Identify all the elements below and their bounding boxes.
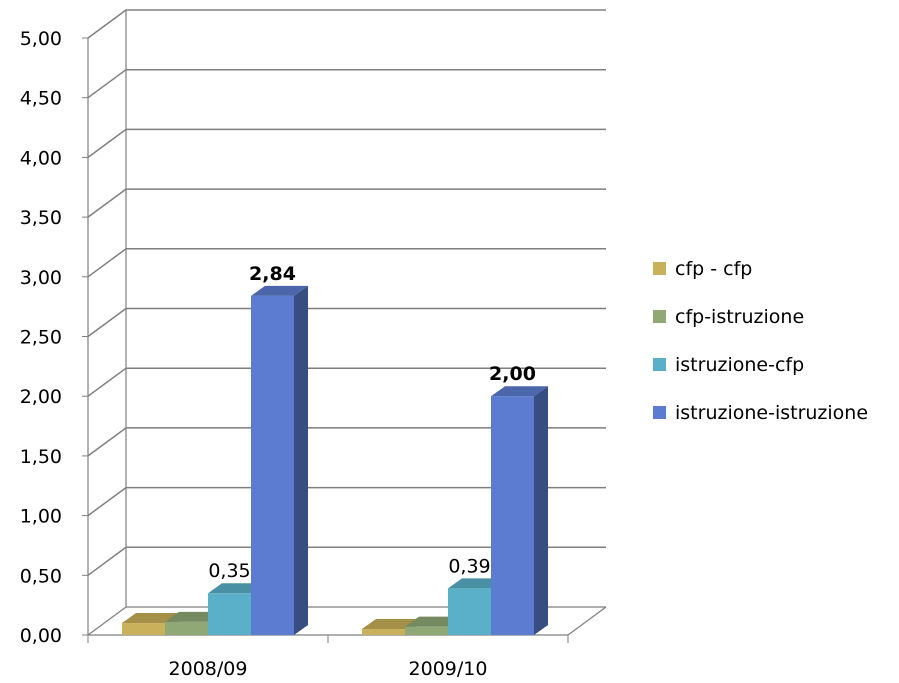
gridline [87,188,606,218]
legend-entry: cfp-istruzione [675,306,804,328]
y-tick-labels: 0,00 0,50 1,00 1,50 2,00 2,50 3,00 3,50 4,00 4,50… [20,28,62,647]
legend-swatch [653,406,666,419]
bar [448,588,491,635]
bar [362,629,405,635]
legend-swatch [653,262,666,275]
legend-swatch [653,310,666,323]
bar-top [405,616,462,627]
y-tick-label: 2,50 [20,327,62,349]
y-tick-label: 3,00 [20,267,62,289]
legend-entry: istruzione-cfp [675,354,804,376]
data-label: 2,84 [249,263,296,285]
bar [122,623,165,635]
y-tick-label: 3,50 [20,207,62,229]
bars [122,285,548,635]
y-tick-label: 4,50 [20,88,62,110]
y-tick-label: 1,00 [20,506,62,528]
bar-top [448,578,505,589]
y-tick-label: 0,50 [20,565,62,587]
legend-entry: cfp - cfp [675,258,752,280]
bar [405,626,448,635]
bar-side [534,386,548,635]
bar [165,621,208,635]
gridline [87,248,606,278]
x-tick-labels: 2008/09 2009/10 [169,658,488,680]
bar-top [122,613,179,624]
x-tick-label: 2008/09 [169,658,248,680]
bar [208,593,251,635]
gridline [87,9,606,39]
data-label: 0,39 [448,555,490,577]
y-tick-label: 5,00 [20,28,62,50]
legend-swatch [653,358,666,371]
data-labels: 0,35 2,84 0,39 2,00 [208,263,536,582]
bar-top [251,285,308,296]
y-tick-label: 4,00 [20,147,62,169]
y-tick-label: 1,50 [20,446,62,468]
legend-entry: istruzione-istruzione [675,402,868,424]
bar-top [208,583,265,594]
bar-top [165,611,222,622]
y-tick-label: 2,00 [20,386,62,408]
legend: cfp - cfp cfp-istruzione istruzione-cfp ist… [653,258,868,424]
bar [491,396,534,635]
gridline [87,307,606,338]
gridline [87,128,606,159]
gridline [87,68,606,99]
bar-side [294,285,308,635]
bar-top [362,619,419,630]
x-tick-label: 2009/10 [409,658,488,680]
data-label: 0,35 [208,560,250,582]
bar-top [491,386,548,397]
data-label: 2,00 [489,363,536,385]
bar [251,295,294,635]
y-tick-label: 0,00 [20,625,62,647]
floor-right-edge [567,606,607,636]
